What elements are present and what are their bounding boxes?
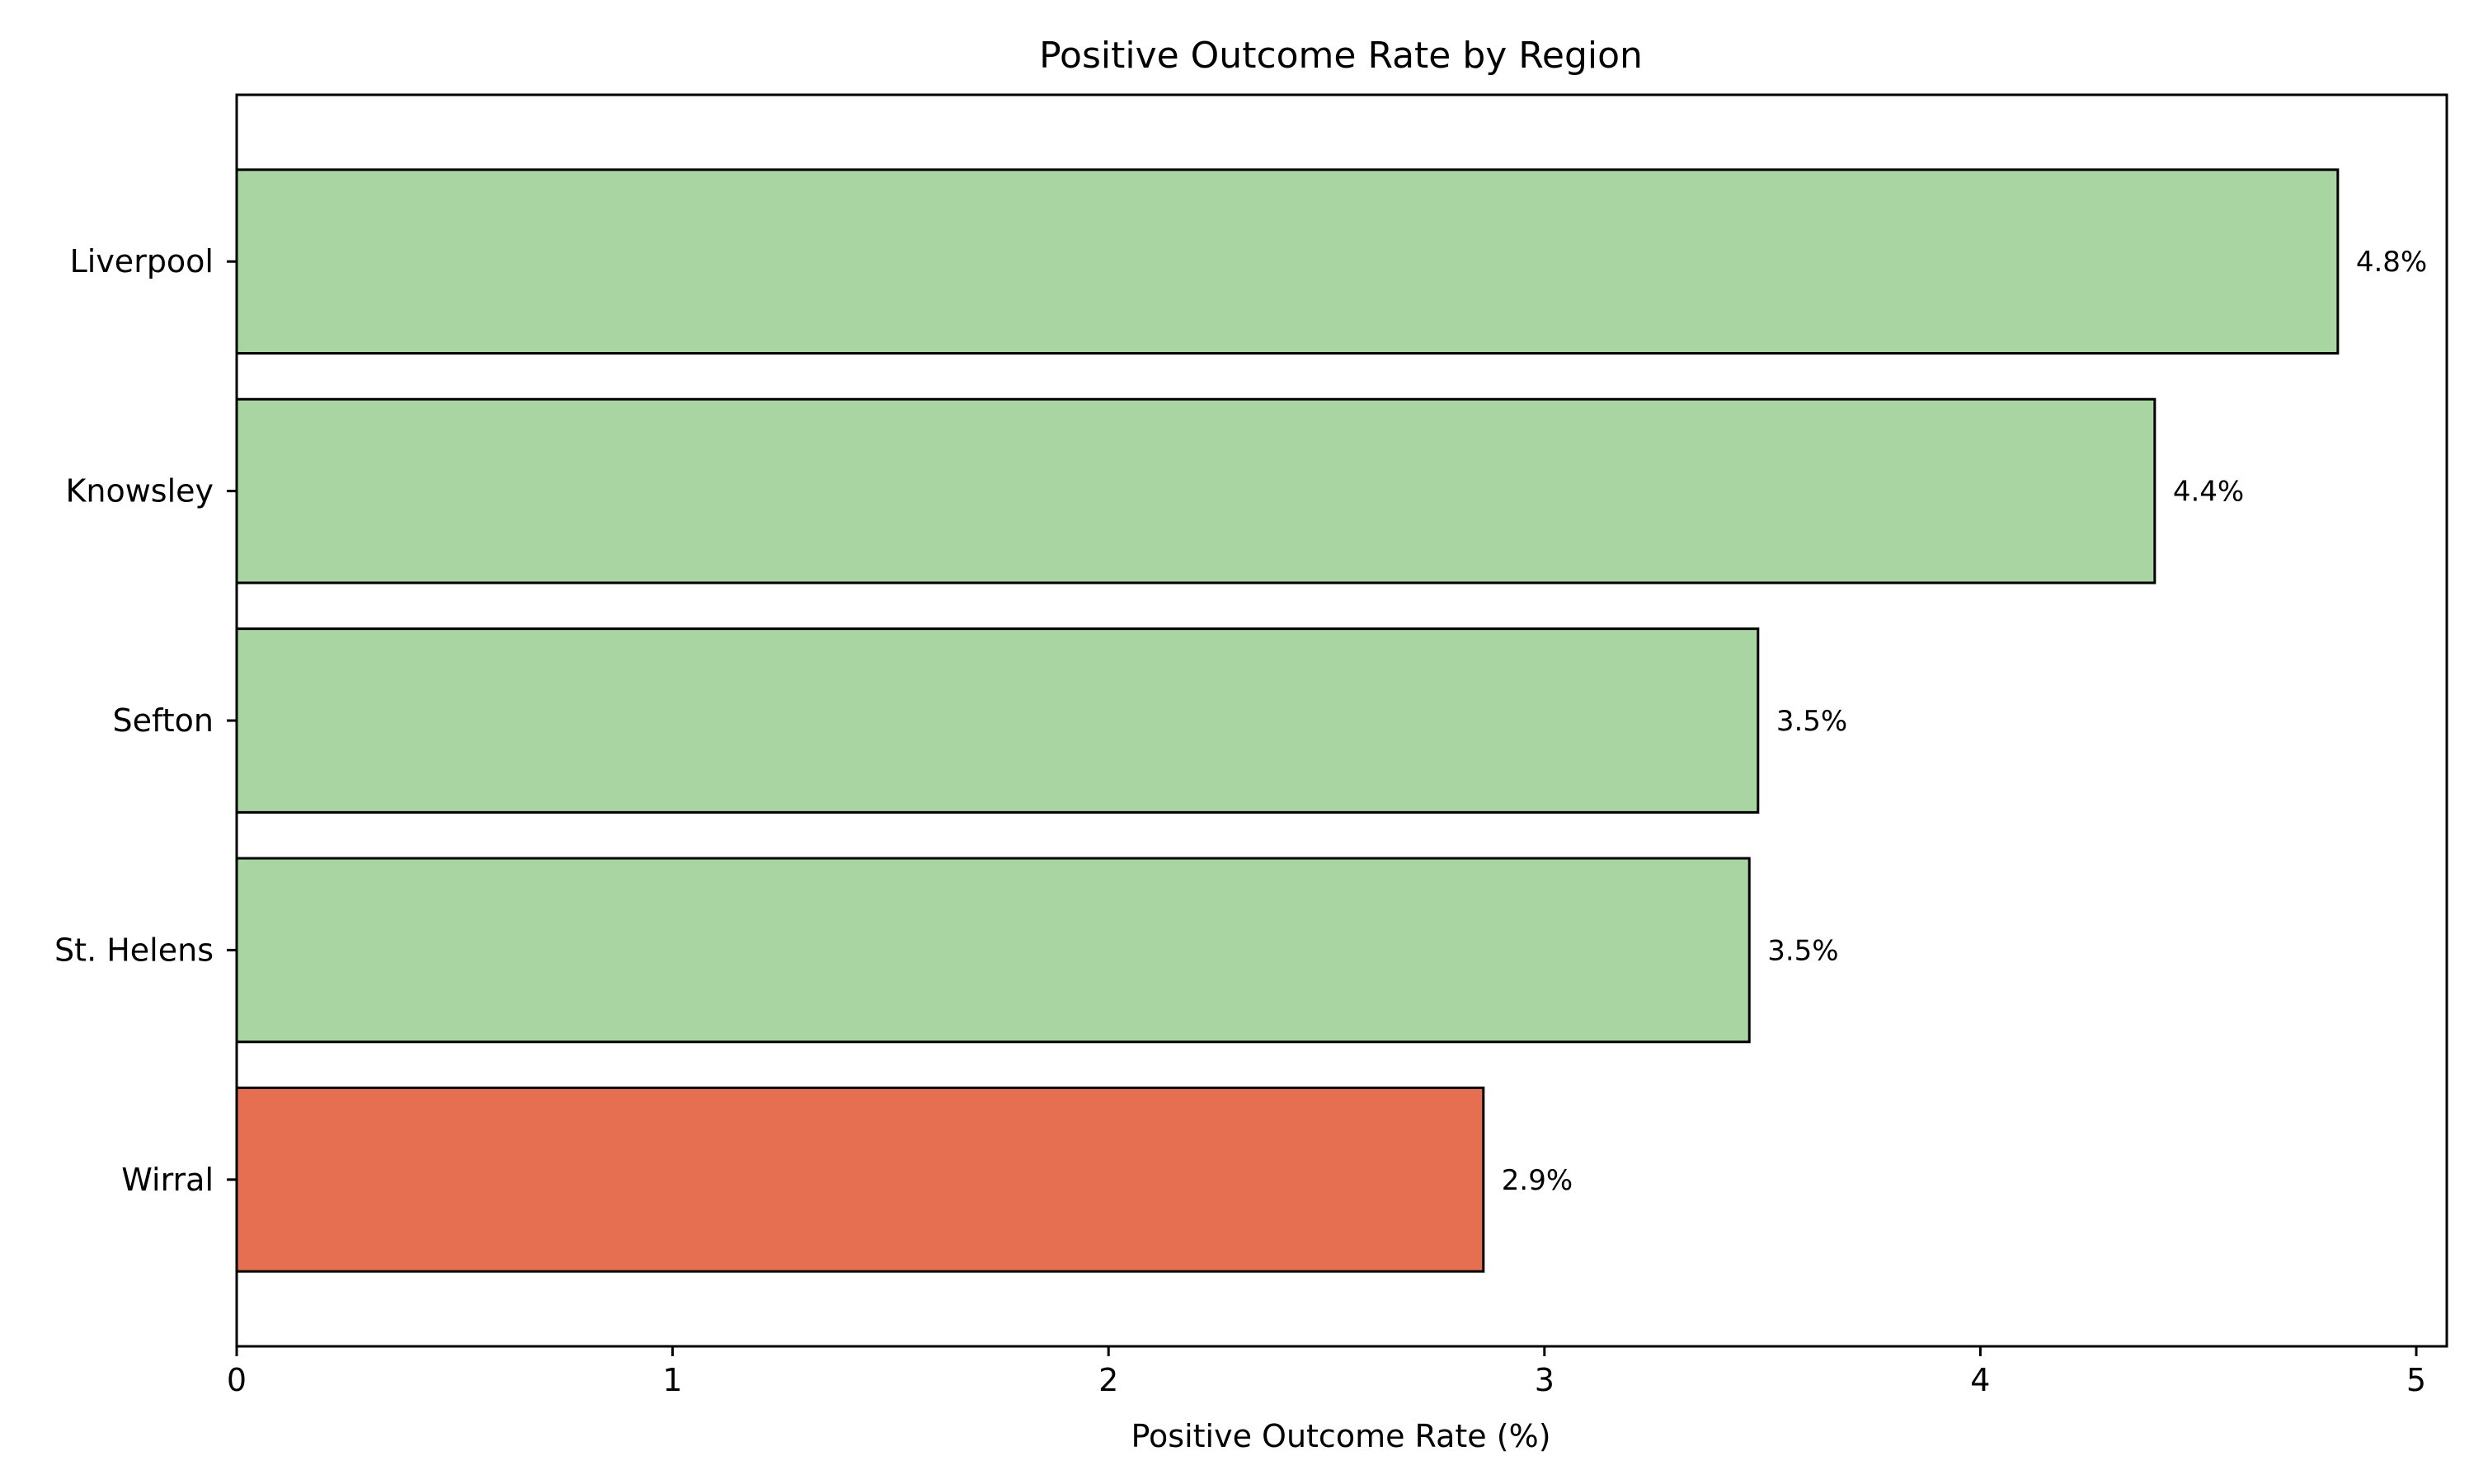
bar-liverpool [235,168,2340,355]
x-tick-label: 1 [663,1362,683,1398]
bar-sefton [235,627,1760,814]
value-label: 3.5% [1776,705,1847,738]
y-tick-label: Wirral [121,1162,214,1198]
value-label: 3.5% [1767,934,1838,967]
x-tick-label: 2 [1098,1362,1118,1398]
value-label: 4.8% [2356,246,2427,279]
y-axis: Liverpool Knowsley Sefton St. Helens Wirral [54,243,237,1198]
x-tick-label: 3 [1535,1362,1554,1398]
x-tick-label: 4 [1970,1362,1990,1398]
value-label: 4.4% [2173,476,2244,509]
y-tick-label: Liverpool [70,243,214,279]
x-tick-label: 0 [227,1362,247,1398]
y-tick-label: St. Helens [54,932,214,968]
chart-title: Positive Outcome Rate by Region [1039,35,1643,77]
plot-frame [235,93,2448,1348]
y-tick-label: Sefton [113,702,214,739]
x-axis: 0 1 2 3 4 5 [227,1346,2426,1398]
value-label: 2.9% [1502,1164,1573,1197]
bar-knowsley [235,397,2157,585]
bar-wirral [235,1086,1485,1273]
x-axis-label: Positive Outcome Rate (%) [1131,1418,1550,1454]
value-labels-group: 4.8% 4.4% 3.5% 3.5% 2.9% [1502,246,2427,1197]
bar-st-helens [235,857,1751,1044]
bars-group [235,168,2340,1273]
x-tick-label: 5 [2406,1362,2426,1398]
y-tick-label: Knowsley [65,473,214,510]
